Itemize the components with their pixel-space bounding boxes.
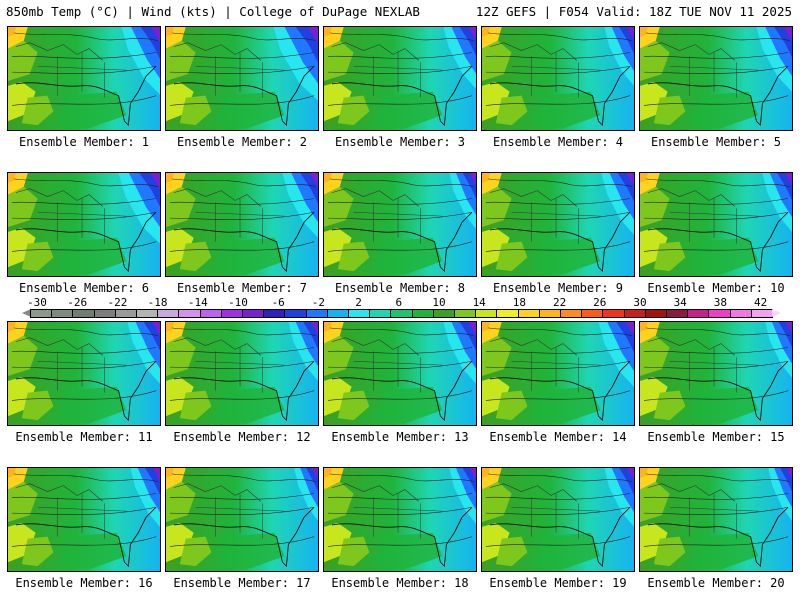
- ensemble-member-label: Ensemble Member: 15: [647, 430, 785, 444]
- ensemble-member-label: Ensemble Member: 10: [647, 281, 785, 295]
- ensemble-member-label: Ensemble Member: 12: [173, 430, 311, 444]
- ensemble-member-map: [323, 26, 477, 131]
- colorbar-segment: [729, 309, 752, 318]
- ensemble-member-map: [323, 172, 477, 277]
- colorbar-tick-label: 38: [713, 296, 728, 309]
- colorbar-segment: [220, 309, 243, 318]
- colorbar-segment: [496, 309, 519, 318]
- ensemble-member-label: Ensemble Member: 6: [18, 281, 150, 295]
- ensemble-member-map: [7, 321, 161, 426]
- colorbar-tick-label: -18: [147, 296, 168, 309]
- ensemble-member-label: Ensemble Member: 14: [489, 430, 627, 444]
- colorbar-segment: [93, 309, 116, 318]
- colorbar-tick-label: 26: [593, 296, 607, 309]
- ensemble-member-label: Ensemble Member: 8: [334, 281, 466, 295]
- ensemble-member-label: Ensemble Member: 1: [18, 135, 150, 149]
- colorbar-segment: [411, 309, 434, 318]
- colorbar-segment: [114, 309, 137, 318]
- colorbar-tick-label: -26: [67, 296, 88, 309]
- ensemble-member-map: [165, 172, 319, 277]
- colorbar-tick-label: -14: [187, 296, 208, 309]
- colorbar-tick-label: 10: [432, 296, 446, 309]
- ensemble-member-map: [165, 26, 319, 131]
- colorbar-segment: [178, 309, 201, 318]
- ensemble-member-map: [165, 467, 319, 572]
- ensemble-member-map: [481, 172, 635, 277]
- colorbar-segment: [30, 309, 53, 318]
- colorbar-segment: [136, 309, 159, 318]
- chart-title: 850mb Temp (°C) | Wind (kts) | College o…: [6, 4, 420, 19]
- colorbar-right-arrow: [772, 309, 781, 317]
- colorbar-segment: [51, 309, 74, 318]
- colorbar-segment: [517, 309, 540, 318]
- ensemble-member-label: Ensemble Member: 16: [15, 576, 153, 590]
- ensemble-member-map: [639, 26, 793, 131]
- ensemble-member-label: Ensemble Member: 13: [331, 430, 469, 444]
- colorbar-segment: [666, 309, 689, 318]
- colorbar-segment: [390, 309, 413, 318]
- ensemble-member-label: Ensemble Member: 17: [173, 576, 311, 590]
- ensemble-member-label: Ensemble Member: 20: [647, 576, 785, 590]
- colorbar-segment: [538, 309, 561, 318]
- colorbar-segment: [242, 309, 265, 318]
- colorbar-left-arrow: [22, 309, 31, 317]
- ensemble-member-map: [481, 26, 635, 131]
- colorbar-tick-label: -2: [311, 296, 326, 309]
- colorbar-segment: [199, 309, 222, 318]
- ensemble-member-map: [481, 467, 635, 572]
- colorbar-tick-label: 30: [633, 296, 647, 309]
- colorbar-segment: [284, 309, 307, 318]
- colorbar-tick-label: 18: [512, 296, 527, 309]
- ensemble-member-label: Ensemble Member: 7: [176, 281, 308, 295]
- ensemble-member-label: Ensemble Member: 4: [492, 135, 624, 149]
- ensemble-member-label: Ensemble Member: 3: [334, 135, 466, 149]
- colorbar-tick-label: 2: [355, 296, 362, 309]
- ensemble-member-label: Ensemble Member: 11: [15, 430, 153, 444]
- ensemble-member-map: [7, 26, 161, 131]
- colorbar-tick-label: 22: [552, 296, 567, 309]
- colorbar-segment: [326, 309, 349, 318]
- ensemble-member-map: [323, 321, 477, 426]
- colorbar-segment: [305, 309, 328, 318]
- colorbar-segment: [157, 309, 180, 318]
- ensemble-member-label: Ensemble Member: 5: [650, 135, 782, 149]
- colorbar-segment: [432, 309, 455, 318]
- colorbar-tick-label: -22: [107, 296, 128, 309]
- colorbar-segment: [72, 309, 95, 318]
- colorbar-segment: [475, 309, 498, 318]
- model-run-info: 12Z GEFS | F054 Valid: 18Z TUE NOV 11 20…: [475, 4, 792, 19]
- ensemble-member-map: [639, 467, 793, 572]
- colorbar-tick-label: -10: [228, 296, 248, 309]
- colorbar-segment: [454, 309, 477, 318]
- colorbar-segment: [369, 309, 392, 318]
- colorbar-segment: [348, 309, 371, 318]
- colorbar-segment: [602, 309, 625, 318]
- colorbar-tick-label: -30: [27, 296, 47, 309]
- colorbar-tick-label: 42: [753, 296, 768, 309]
- ensemble-member-map: [639, 172, 793, 277]
- colorbar-tick-label: 34: [673, 296, 687, 309]
- ensemble-member-label: Ensemble Member: 18: [331, 576, 469, 590]
- ensemble-member-map: [481, 321, 635, 426]
- ensemble-member-map: [639, 321, 793, 426]
- colorbar-tick-label: -6: [271, 296, 285, 309]
- colorbar-segment: [263, 309, 286, 318]
- colorbar-tick-label: 6: [395, 296, 403, 309]
- colorbar-segment: [750, 309, 773, 318]
- temperature-colorbar: [30, 309, 773, 318]
- ensemble-member-map: [7, 172, 161, 277]
- colorbar-segment: [687, 309, 710, 318]
- colorbar-segment: [644, 309, 667, 318]
- ensemble-member-map: [323, 467, 477, 572]
- ensemble-member-label: Ensemble Member: 2: [176, 135, 308, 149]
- ensemble-member-map: [165, 321, 319, 426]
- colorbar-segment: [623, 309, 646, 318]
- ensemble-member-map: [7, 467, 161, 572]
- colorbar-segment: [581, 309, 604, 318]
- colorbar-tick-label: 14: [472, 296, 486, 309]
- colorbar-segment: [560, 309, 583, 318]
- colorbar-segment: [708, 309, 731, 318]
- ensemble-member-label: Ensemble Member: 9: [492, 281, 624, 295]
- ensemble-member-label: Ensemble Member: 19: [489, 576, 627, 590]
